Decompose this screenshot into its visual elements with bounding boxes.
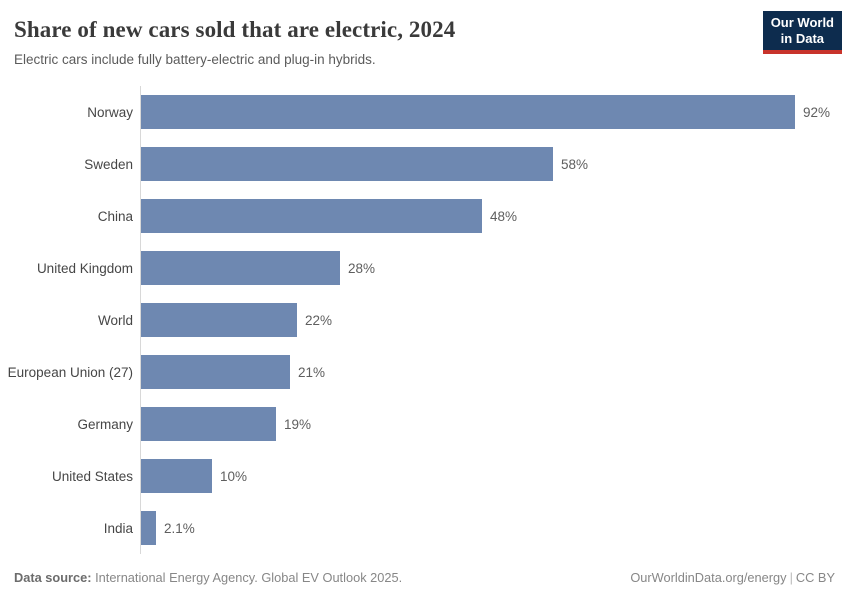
bar[interactable]	[141, 407, 276, 441]
chart-row: Norway 92%	[0, 86, 850, 138]
value-label: 48%	[490, 208, 518, 224]
datasource: Data source: International Energy Agency…	[14, 570, 402, 586]
bar[interactable]	[141, 355, 290, 389]
chart-row: World 22%	[0, 294, 850, 346]
bar-cell: 48%	[140, 190, 850, 242]
bar-chart: Norway 92% Sweden 58% China 48% United Kingdom…	[0, 86, 850, 554]
bar-cell: 21%	[140, 346, 850, 398]
value-label: 19%	[284, 416, 312, 432]
bar-cell: 58%	[140, 138, 850, 190]
chart-header: Share of new cars sold that are electric…	[0, 0, 850, 68]
entity-label: Norway	[87, 104, 133, 120]
bar-cell: 10%	[140, 450, 850, 502]
chart-rows: Norway 92% Sweden 58% China 48% United Kingdom…	[0, 86, 850, 554]
bar-cell: 19%	[140, 398, 850, 450]
datasource-label: Data source:	[14, 570, 92, 585]
bar[interactable]	[141, 95, 795, 129]
entity-label: India	[103, 520, 133, 536]
chart-row: China 48%	[0, 190, 850, 242]
chart-row: India 2.1%	[0, 502, 850, 554]
bar[interactable]	[141, 511, 156, 545]
value-label: 21%	[298, 364, 326, 380]
chart-footer: Data source: International Energy Agency…	[14, 570, 835, 586]
bar-cell: 22%	[140, 294, 850, 346]
bar-cell: 92%	[140, 86, 850, 138]
entity-label: United States	[51, 468, 133, 484]
value-label: 2.1%	[164, 520, 195, 536]
datasource-text: International Energy Agency. Global EV O…	[91, 570, 403, 585]
bar[interactable]	[141, 251, 340, 285]
value-label: 58%	[561, 156, 589, 172]
owid-logo[interactable]: Our World in Data	[762, 11, 842, 54]
chart-subtitle: Electric cars include fully battery-elec…	[14, 52, 376, 67]
owid-url-link[interactable]: OurWorldinData.org/energy	[630, 570, 787, 585]
entity-label: World	[97, 312, 133, 328]
bar-cell: 2.1%	[140, 502, 850, 554]
chart-row: Sweden 58%	[0, 138, 850, 190]
chart-row: European Union (27) 21%	[0, 346, 850, 398]
entity-label: China	[97, 208, 133, 224]
bar[interactable]	[141, 303, 297, 337]
chart-row: United States 10%	[0, 450, 850, 502]
value-label: 28%	[348, 260, 376, 276]
entity-label: Sweden	[84, 156, 133, 172]
entity-label: European Union (27)	[7, 364, 133, 380]
chart-row: United Kingdom 28%	[0, 242, 850, 294]
logo-line2: in Data	[780, 31, 825, 46]
value-label: 92%	[803, 104, 831, 120]
footer-separator: |	[789, 570, 793, 585]
entity-label: Germany	[77, 416, 133, 432]
bar[interactable]	[141, 199, 482, 233]
bar[interactable]	[141, 147, 553, 181]
entity-label: United Kingdom	[36, 260, 133, 276]
license-label: CC BY	[795, 570, 835, 585]
bar[interactable]	[141, 459, 212, 493]
value-label: 22%	[305, 312, 333, 328]
chart-row: Germany 19%	[0, 398, 850, 450]
logo-line1: Our World	[770, 15, 834, 30]
footer-right: OurWorldinData.org/energy | CC BY	[630, 570, 835, 586]
chart-title: Share of new cars sold that are electric…	[14, 17, 456, 42]
bar-cell: 28%	[140, 242, 850, 294]
value-label: 10%	[220, 468, 248, 484]
